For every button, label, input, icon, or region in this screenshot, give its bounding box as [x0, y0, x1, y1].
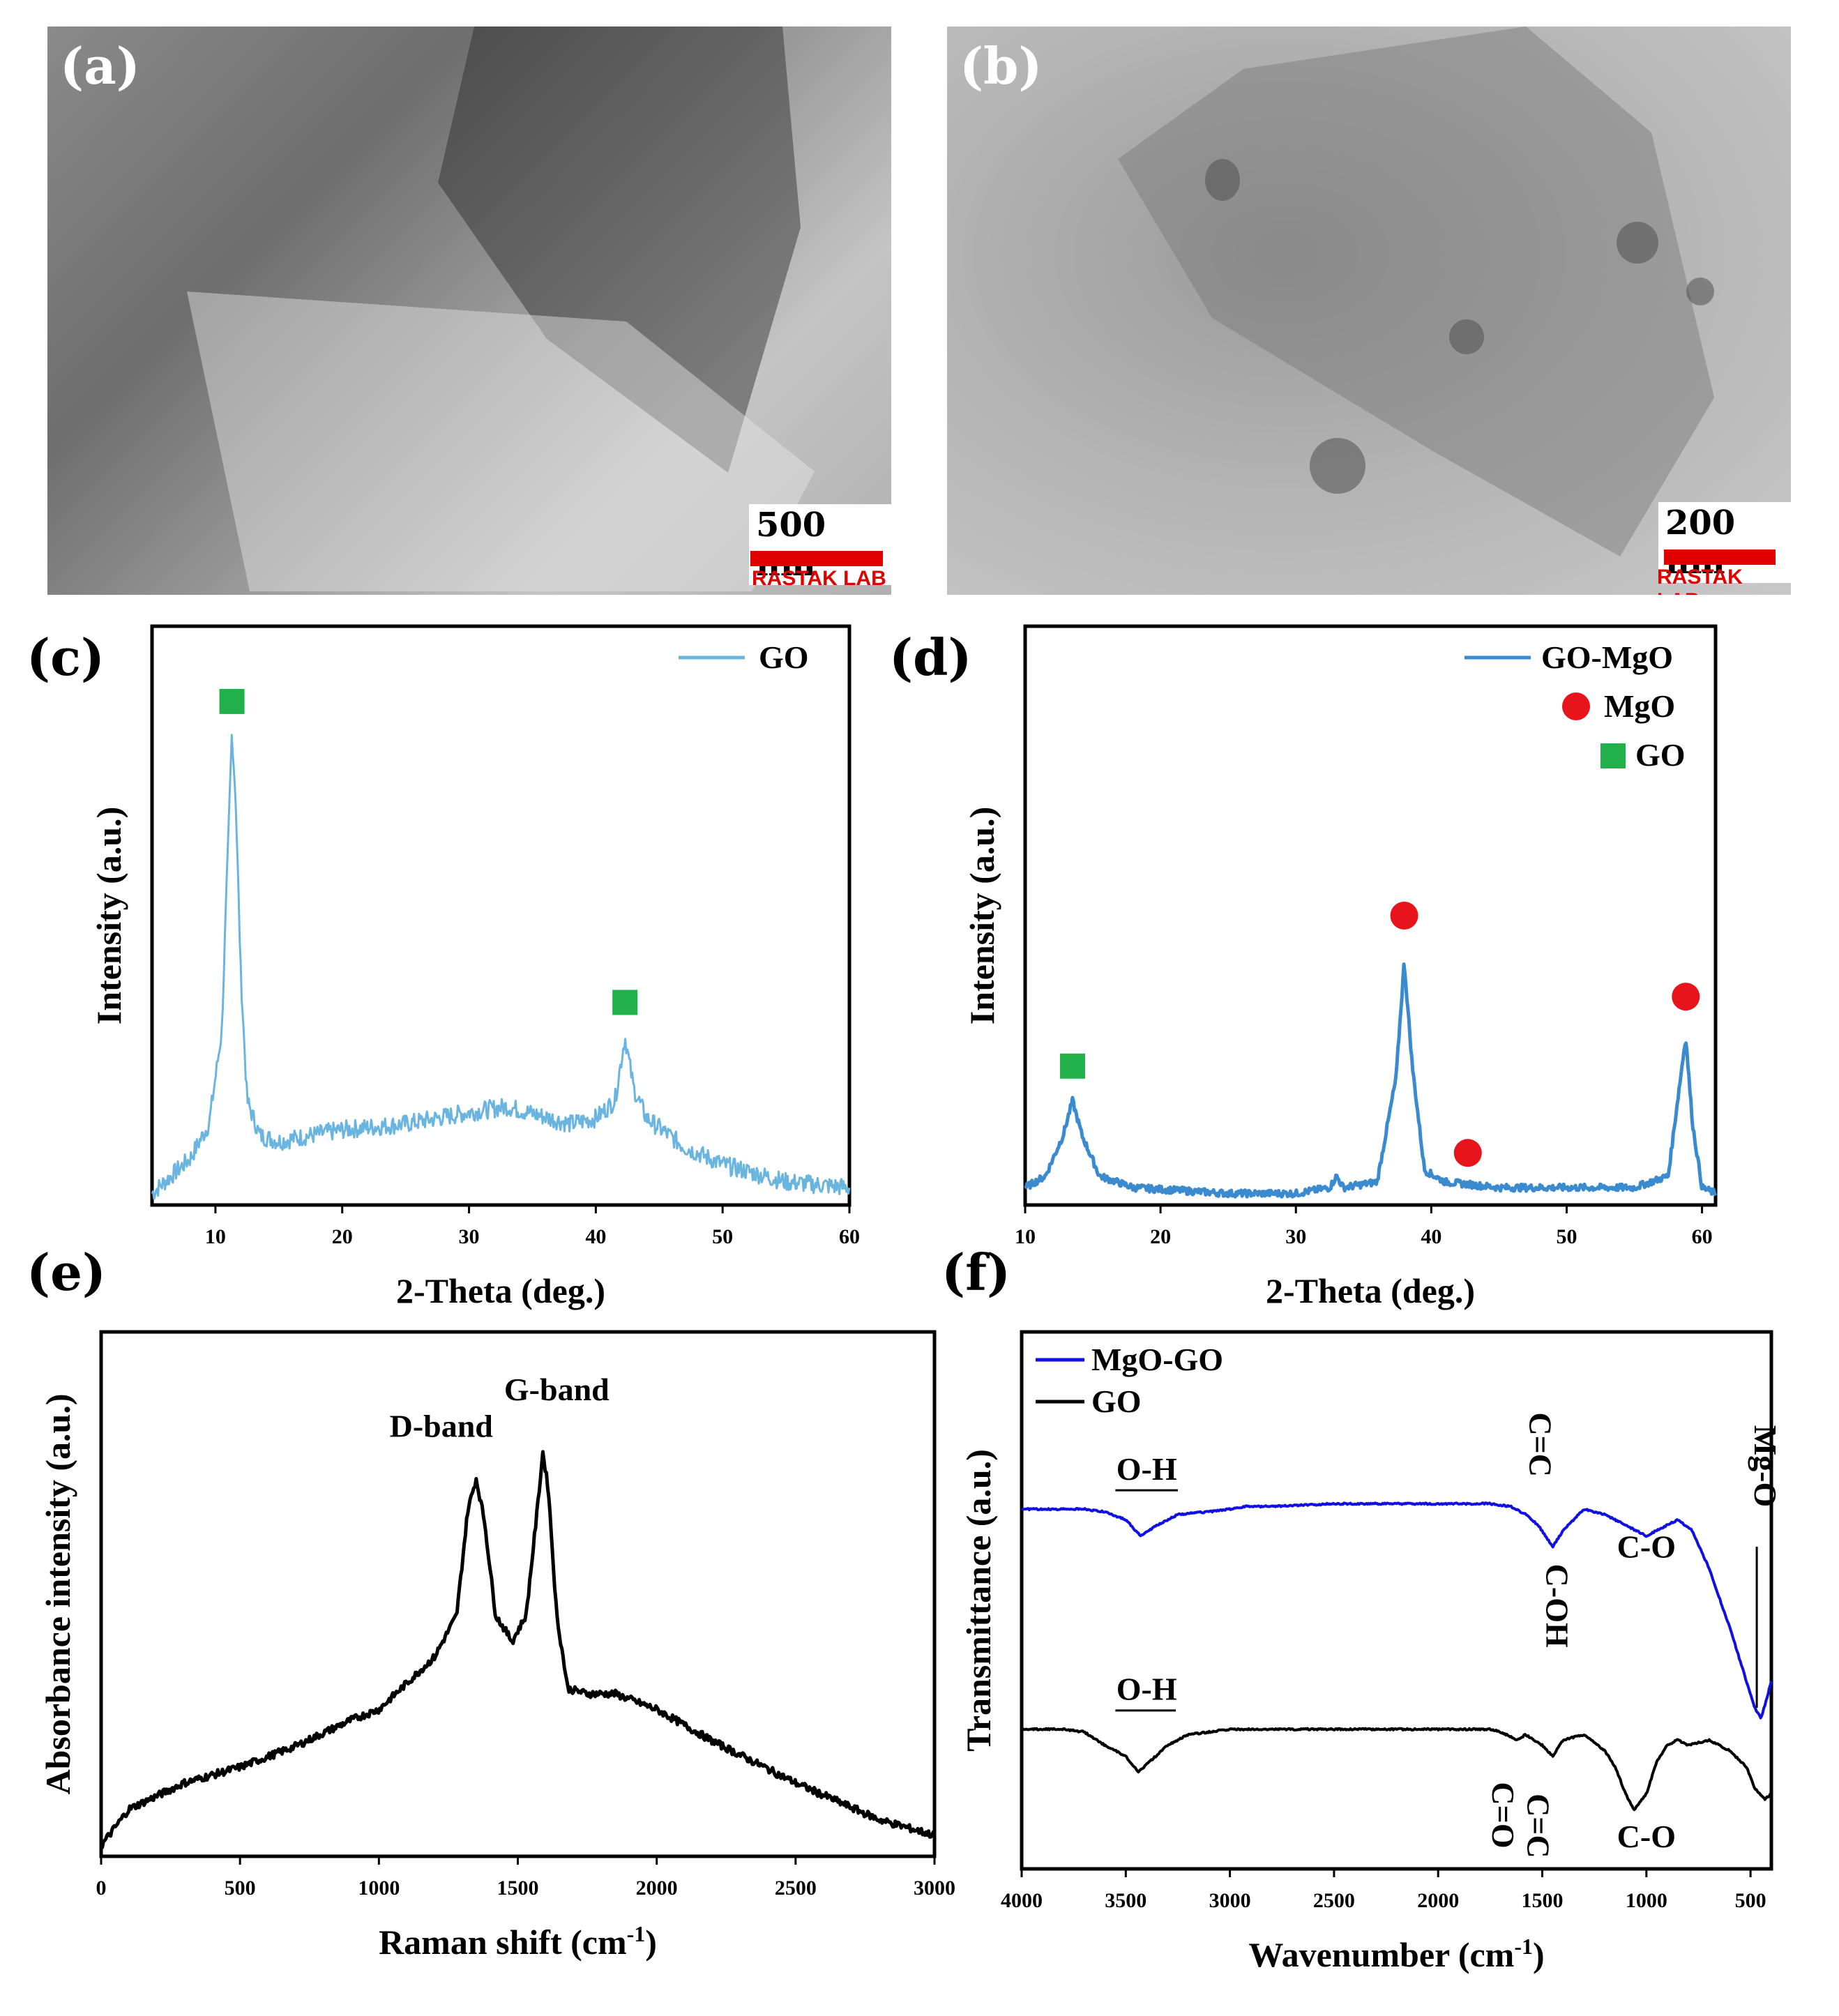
x-tick-label: 20 — [332, 1225, 353, 1248]
legend-marker-mgo — [1562, 692, 1590, 720]
x-tick-label: 10 — [205, 1225, 226, 1248]
tem-image-b: (b) 200 nm RASTAK LAB — [947, 26, 1791, 595]
scale-bar-b — [1664, 550, 1776, 565]
annotation-co-double: C=O — [1485, 1782, 1521, 1848]
chart-f-group: 4000 3500 3000 2500 2000 1500 1000 500 Wavenumbe… — [959, 1330, 1783, 1974]
series-line-mgo-go — [1021, 1501, 1773, 1720]
y-axis-label: Intensity (a.u.) — [962, 807, 1001, 1025]
legend-label-mgo: MgO — [1604, 688, 1675, 724]
x-tick-label: 1500 — [497, 1877, 539, 1900]
x-axis-label: Wavenumber (cm-1) — [1248, 1934, 1544, 1974]
legend-label-go: GO — [1091, 1384, 1142, 1419]
nanoparticle — [1310, 438, 1365, 494]
panel-a-label: (a) — [60, 36, 140, 96]
x-tick-label: 3000 — [1209, 1889, 1251, 1912]
annotation-co-bottom: C-O — [1617, 1819, 1676, 1854]
plot-frame-c — [150, 624, 852, 1207]
annotation-oh-bottom: O-H — [1117, 1671, 1177, 1706]
legend-label-go: GO — [1635, 737, 1686, 773]
legend-label-mgogo: MgO-GO — [1091, 1342, 1223, 1377]
x-tick-label: 2000 — [1417, 1889, 1459, 1912]
x-tick-label: 60 — [839, 1225, 860, 1248]
x-tick-label: 500 — [1735, 1889, 1766, 1912]
x-tick-label: 2500 — [1313, 1889, 1355, 1912]
x-tick-label: 60 — [1692, 1225, 1713, 1248]
series-line-go — [151, 734, 851, 1200]
x-tick-label: 0 — [96, 1877, 107, 1900]
go-peak-marker — [612, 990, 638, 1015]
annotation-co-top: C-O — [1617, 1529, 1676, 1564]
annotation-d-band: D-band — [390, 1408, 494, 1443]
tem-image-a: (a) 500 nm RASTAK LAB — [47, 26, 891, 595]
x-axis-label: 2-Theta (deg.) — [396, 1271, 605, 1310]
chart-d-group: 10 20 30 40 50 60 2-Theta (deg.) Intensity (a.u… — [962, 624, 1718, 1310]
x-tick-label: 1000 — [1626, 1889, 1667, 1912]
legend-label-go: GO — [759, 639, 809, 675]
mgo-peak-marker — [1453, 1139, 1482, 1167]
panel-f-label: (f) — [941, 1243, 1011, 1302]
annotation-mgo: Mg-O — [1748, 1425, 1783, 1508]
x-tick-label: 4000 — [1001, 1889, 1043, 1912]
chart-e-group: 0 500 1000 1500 2000 2500 3000 Raman shift (cm-… — [38, 1330, 955, 1962]
panel-d-label: (d) — [889, 628, 972, 687]
x-tick-label: 40 — [585, 1225, 606, 1248]
annotation-coh-top: C-OH — [1540, 1564, 1575, 1648]
series-line-go-mgo — [1024, 962, 1718, 1199]
x-tick-label: 30 — [1285, 1225, 1306, 1248]
y-axis-label: Transmittance (a.u.) — [959, 1449, 998, 1752]
mgo-peak-marker — [1672, 983, 1700, 1011]
nanoparticle — [1686, 278, 1714, 305]
x-tick-label: 3000 — [914, 1877, 955, 1900]
annotation-g-band: G-band — [504, 1372, 610, 1407]
panel-e-label: (e) — [27, 1243, 106, 1302]
panel-b-label: (b) — [960, 36, 1043, 96]
go-peak-marker — [1059, 1053, 1085, 1079]
series-line-go — [1020, 1727, 1772, 1812]
x-tick-label: 50 — [712, 1225, 733, 1248]
x-tick-label: 2000 — [636, 1877, 678, 1900]
watermark-b: RASTAK LAB — [1657, 566, 1743, 595]
x-tick-label: 20 — [1150, 1225, 1171, 1248]
x-axis-label: Raman shift (cm-1) — [379, 1921, 657, 1962]
legend-label-gomgo: GO-MgO — [1541, 639, 1673, 675]
panel-c-label: (c) — [27, 628, 105, 687]
y-axis-label: Absorbance intensity (a.u.) — [38, 1393, 77, 1794]
annotation-oh-top: O-H — [1117, 1451, 1177, 1487]
chart-c-group: 10 20 30 40 50 60 2-Theta (deg.) Intensity (a.u… — [89, 624, 860, 1310]
x-tick-label: 10 — [1015, 1225, 1036, 1248]
x-tick-label: 50 — [1556, 1225, 1577, 1248]
nanoparticle — [1617, 222, 1658, 264]
plot-frame-d — [1023, 624, 1718, 1207]
x-tick-label: 500 — [225, 1877, 256, 1900]
x-tick-label: 1500 — [1522, 1889, 1564, 1912]
plot-frame-e — [99, 1330, 937, 1858]
x-axis-label: 2-Theta (deg.) — [1266, 1271, 1475, 1310]
mgo-peak-marker — [1390, 902, 1418, 930]
legend-marker-go — [1600, 743, 1626, 768]
x-tick-label: 2500 — [775, 1877, 817, 1900]
x-tick-label: 30 — [459, 1225, 480, 1248]
go-peak-marker — [219, 688, 245, 714]
annotation-cc-bottom: C=C — [1521, 1794, 1557, 1858]
y-axis-label: Intensity (a.u.) — [89, 807, 128, 1025]
x-tick-label: 3500 — [1105, 1889, 1146, 1912]
series-line-raman — [100, 1450, 937, 1849]
x-tick-label: 1000 — [358, 1877, 400, 1900]
watermark-a: RASTAK LAB — [752, 567, 886, 590]
nanoparticle — [1205, 159, 1240, 201]
scale-bar-a — [750, 551, 883, 566]
scale-bar-label-a: 500 nm — [749, 504, 891, 585]
x-tick-label: 40 — [1421, 1225, 1441, 1248]
annotation-cc-top: C=C — [1523, 1412, 1559, 1477]
plot-frame-f — [1020, 1330, 1773, 1871]
nanoparticle — [1449, 319, 1484, 354]
